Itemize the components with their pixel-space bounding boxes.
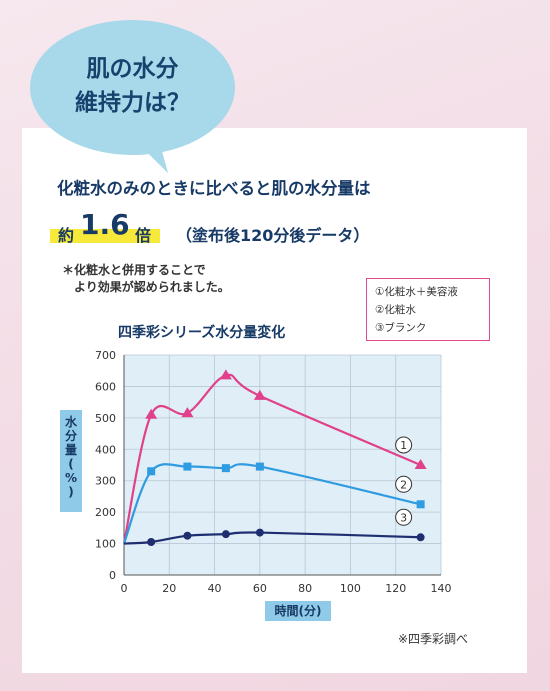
series-3-point (183, 531, 192, 540)
footnote-line-2: より効果が認められました。 (62, 280, 230, 294)
series-2-label: 2 (400, 478, 407, 491)
series-3-point (416, 533, 425, 542)
series-2-point (183, 462, 192, 471)
headline: 化粧水のみのときに比べると肌の水分量は (57, 179, 371, 198)
series-1-point (145, 408, 158, 419)
y-tick-label: 400 (95, 443, 116, 456)
x-tick-label: 80 (298, 582, 312, 595)
y-tick-label: 300 (95, 475, 116, 488)
x-tick-label: 60 (253, 582, 267, 595)
series-2-point (416, 500, 425, 509)
highlight-marker (50, 229, 160, 243)
legend-box: ①化粧水＋美容液 ②化粧水 ③ブランク (366, 278, 490, 341)
emphasis-number: 1.6 (80, 208, 130, 241)
x-axis-label: 時間(分) (275, 603, 322, 618)
source-note: ※四季彩調べ (398, 632, 469, 646)
x-tick-label: 100 (340, 582, 361, 595)
series-1-point (181, 407, 194, 418)
x-tick-label: 40 (208, 582, 222, 595)
x-axis-label-box (265, 601, 331, 621)
y-tick-label: 100 (95, 538, 116, 551)
series-3-point (221, 530, 230, 539)
y-axis-label-box (60, 410, 82, 512)
legend-item-2: ②化粧水 (375, 304, 416, 316)
series-1-label: 1 (400, 439, 407, 452)
bubble-heading: 肌の水分 維持力は？ (30, 52, 235, 120)
emphasis-suffix: 倍 (135, 226, 152, 245)
series-line-1 (122, 373, 422, 544)
y-tick-label: 700 (95, 349, 116, 362)
legend-item-3: ③ブランク (375, 322, 427, 334)
emphasis-prefix: 約 (58, 226, 75, 245)
speech-bubble (30, 20, 235, 155)
series-3-label: 3 (400, 511, 407, 524)
x-tick-label: 120 (385, 582, 406, 595)
legend-item-1: ①化粧水＋美容液 (375, 286, 458, 298)
x-tick-label: 0 (121, 582, 128, 595)
series-1-label-badge (395, 436, 413, 454)
series-3-point (255, 528, 264, 537)
series-2-point (147, 467, 156, 476)
emphasis-paren: （塗布後120分後データ） (176, 226, 370, 245)
series-2-label-badge (395, 475, 413, 493)
series-3-point (147, 538, 156, 546)
y-axis-label: 水分量(%) (65, 414, 78, 499)
bubble-line-1: 肌の水分 (86, 56, 179, 82)
y-tick-label: 0 (109, 569, 116, 582)
series-1-point (414, 459, 427, 469)
footnote: ＊化粧水と併用することで より効果が認められました。 (62, 262, 302, 296)
series-2-point (255, 462, 264, 471)
x-tick-label: 140 (431, 582, 452, 595)
y-tick-label: 200 (95, 506, 116, 519)
series-1-point (219, 369, 232, 380)
y-tick-label: 500 (95, 412, 116, 425)
y-tick-label: 600 (95, 380, 116, 393)
chart-title: 四季彩シリーズ水分量変化 (118, 325, 286, 341)
series-1-point (253, 389, 266, 400)
series-2-point (221, 464, 230, 473)
footnote-line-1: ＊化粧水と併用することで (62, 263, 206, 277)
x-tick-label: 20 (162, 582, 176, 595)
series-3-label-badge (395, 508, 413, 526)
bubble-line-2: 維持力は？ (75, 90, 190, 116)
